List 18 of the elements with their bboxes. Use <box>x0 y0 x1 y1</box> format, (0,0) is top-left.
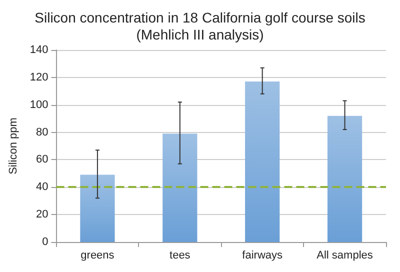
y-tick-label: 20 <box>36 208 48 221</box>
x-tick-label: All samples <box>316 250 374 262</box>
x-tick-label: fairways <box>242 250 284 262</box>
y-tick-label: 80 <box>36 126 48 138</box>
bar <box>80 174 115 242</box>
y-axis-title: Silicon ppm <box>8 118 20 174</box>
y-tick-label: 100 <box>30 98 48 111</box>
bar <box>245 82 280 242</box>
x-tick-label: greens <box>80 250 115 262</box>
y-tick-label: 140 <box>30 44 48 56</box>
bar <box>162 134 198 242</box>
y-tick-label: 120 <box>30 71 48 84</box>
y-tick-label: 0 <box>42 236 48 248</box>
y-tick-label: 60 <box>36 154 48 166</box>
x-tick-label: tees <box>170 250 191 262</box>
y-tick-label: 40 <box>36 181 48 194</box>
bar <box>327 116 362 242</box>
chart-title: Silicon concentration in 18 California golf course soils (Mehlich III analysis) <box>34 10 366 42</box>
